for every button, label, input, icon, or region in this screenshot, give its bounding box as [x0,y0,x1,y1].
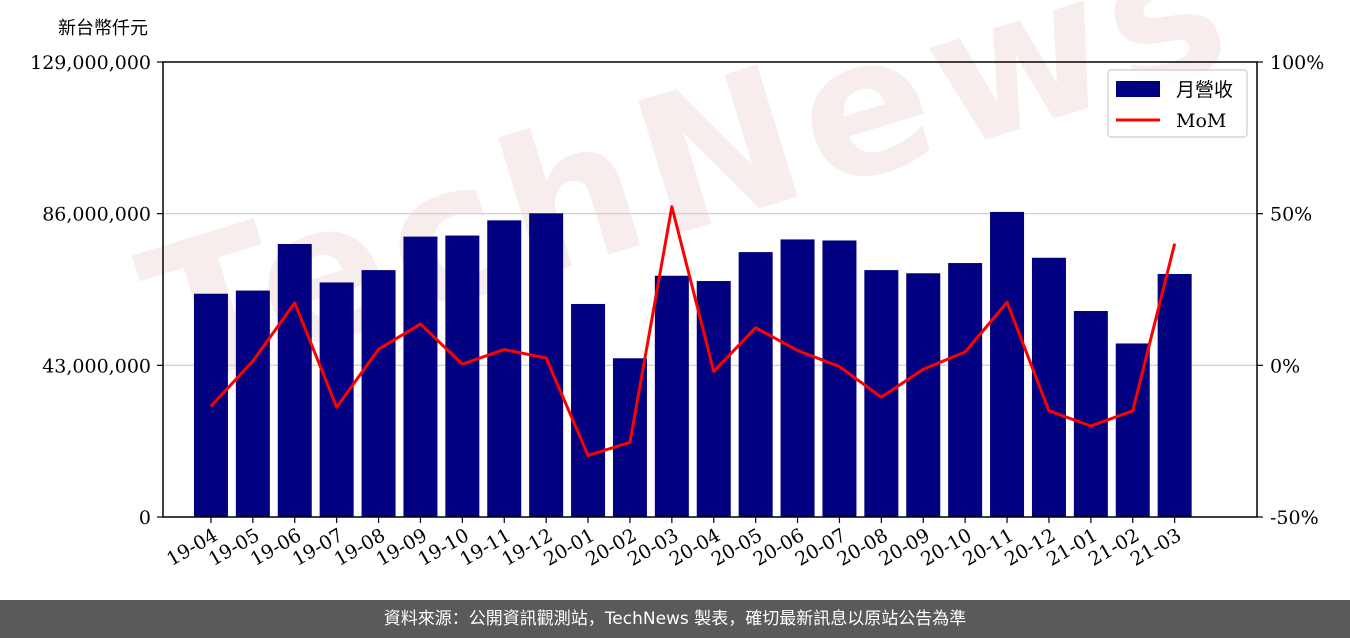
bar [990,211,1025,517]
bar [864,270,899,517]
legend: 月營收 MoM [1107,69,1248,138]
chart: 0 43,000,000 86,000,000 129,000,000 -50% 0% 5… [30,52,1324,571]
legend-label-bar: 月營收 [1176,79,1233,101]
bar [487,220,522,517]
right-tick-label: 0% [1270,355,1300,377]
bar [1073,311,1108,517]
bar [654,275,689,517]
bar [822,240,857,517]
bar [445,235,480,517]
bar [1115,343,1150,517]
bar [319,282,354,517]
bar [529,213,564,517]
bar [948,263,983,517]
left-axis: 0 43,000,000 86,000,000 129,000,000 [30,52,163,529]
y-axis-unit-label: 新台幣仟元 [58,18,148,39]
legend-label-line: MoM [1176,110,1226,132]
x-axis: 19-0419-0519-0619-0719-0819-0919-1019-11… [163,517,1185,571]
bar [1157,273,1192,517]
bar [361,270,396,517]
bar [696,281,731,517]
plot-frame [162,61,1258,518]
line-series [209,205,1177,457]
left-tick-label: 129,000,000 [30,52,151,74]
legend-swatch-bar [1116,81,1160,97]
right-axis: -50% 0% 50% 100% [1257,52,1324,529]
right-tick-label: 50% [1270,204,1312,226]
bar [1031,257,1066,517]
bar [403,236,438,517]
left-tick-label: 86,000,000 [42,204,151,226]
bar [571,303,606,517]
mom-line [209,205,1177,457]
bar-series [193,211,1192,517]
right-tick-label: -50% [1270,507,1319,529]
bar [277,244,312,517]
right-tick-label: 100% [1270,52,1324,74]
bar [906,273,941,517]
left-tick-label: 0 [139,507,151,529]
bar [780,239,815,517]
source-footer: 資料來源：公開資訊觀測站，TechNews 製表，確切最新訊息以原站公告為準 [0,600,1350,638]
left-tick-label: 43,000,000 [42,355,151,377]
bar [235,290,270,517]
bar [738,252,773,517]
